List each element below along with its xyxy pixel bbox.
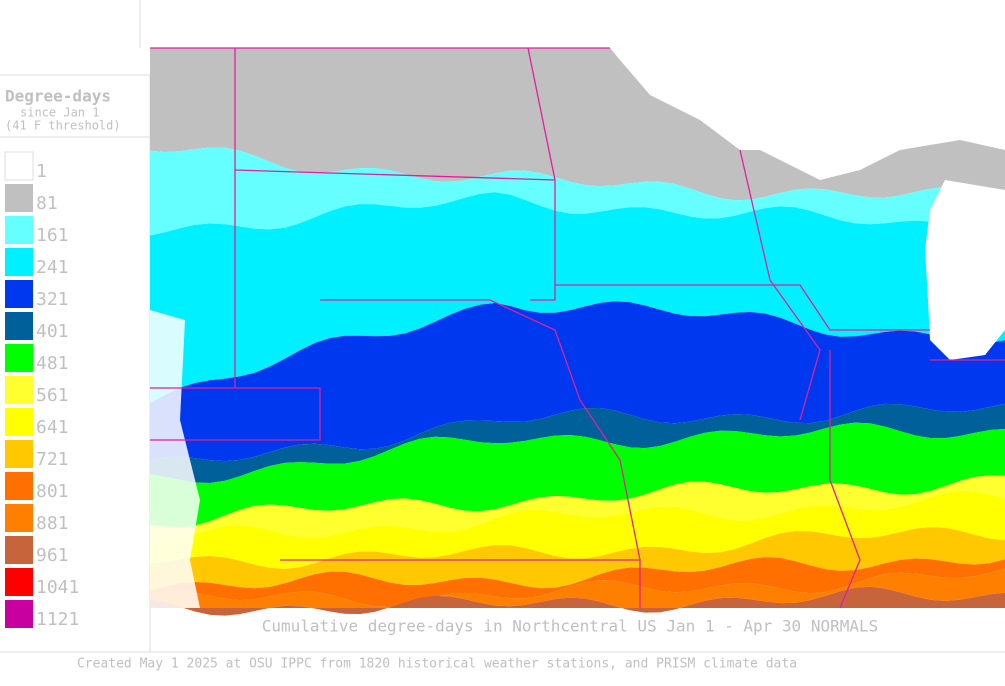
legend-swatch: [5, 184, 33, 212]
caption: Cumulative degree-days in Northcentral U…: [262, 617, 879, 636]
map: [150, 47, 1005, 616]
legend-swatch: [5, 472, 33, 500]
state-border: [527, 47, 556, 301]
legend-label: 481: [36, 353, 69, 374]
map-band: [150, 403, 1005, 483]
map-band: [150, 527, 1005, 592]
legend-swatch: [5, 248, 33, 276]
legend-swatch: [4, 151, 34, 181]
legend-label: 801: [36, 481, 69, 502]
state-border: [739, 149, 821, 421]
legend-swatch: [5, 568, 33, 596]
legend-label: 721: [36, 449, 69, 470]
legend-label: 641: [36, 417, 69, 438]
legend-label: 1041: [36, 577, 79, 598]
lake-michigan: [925, 180, 1005, 360]
legend-label: 241: [36, 257, 69, 278]
state-border: [829, 350, 861, 609]
legend-swatch: [5, 600, 33, 628]
state-border: [320, 299, 641, 561]
legend-label: 1121: [36, 609, 79, 630]
legend-swatch: [5, 408, 33, 436]
legend-title: Degree-days: [5, 87, 111, 106]
legend-swatch: [5, 216, 33, 244]
map-band: [150, 586, 1005, 616]
state-border: [555, 284, 930, 331]
map-band: [150, 422, 1005, 528]
legend: Degree-days since Jan 1 (41 F threshold)…: [4, 87, 121, 630]
legend-label: 401: [36, 321, 69, 342]
map-band: [150, 568, 1005, 616]
legend-label: 321: [36, 289, 69, 310]
legend-swatch: [5, 504, 33, 532]
map-band: [150, 475, 1005, 542]
legend-label: 961: [36, 545, 69, 566]
credit: Created May 1 2025 at OSU IPPC from 1820…: [77, 657, 797, 672]
legend-swatch: [5, 440, 33, 468]
legend-swatch: [5, 376, 33, 404]
legend-threshold: (41 F threshold): [5, 119, 121, 133]
legend-label: 161: [36, 225, 69, 246]
map-band: [150, 557, 1005, 608]
legend-swatch: [5, 280, 33, 308]
legend-subtitle: since Jan 1: [20, 106, 99, 120]
map-band: [150, 192, 1005, 404]
legend-swatch: [5, 344, 33, 372]
legend-swatch: [5, 312, 33, 340]
map-band: [150, 490, 1005, 569]
outside-west: [150, 310, 200, 608]
map-band: [150, 147, 1005, 241]
legend-label: 81: [36, 193, 58, 214]
state-border: [234, 169, 556, 181]
state-border: [280, 559, 641, 608]
legend-label: 1: [36, 161, 47, 182]
map-band: [150, 301, 1005, 462]
legend-label: 881: [36, 513, 69, 534]
legend-swatch: [5, 536, 33, 564]
state-border: [150, 387, 321, 441]
outside-region: [610, 48, 1005, 180]
legend-label: 561: [36, 385, 69, 406]
